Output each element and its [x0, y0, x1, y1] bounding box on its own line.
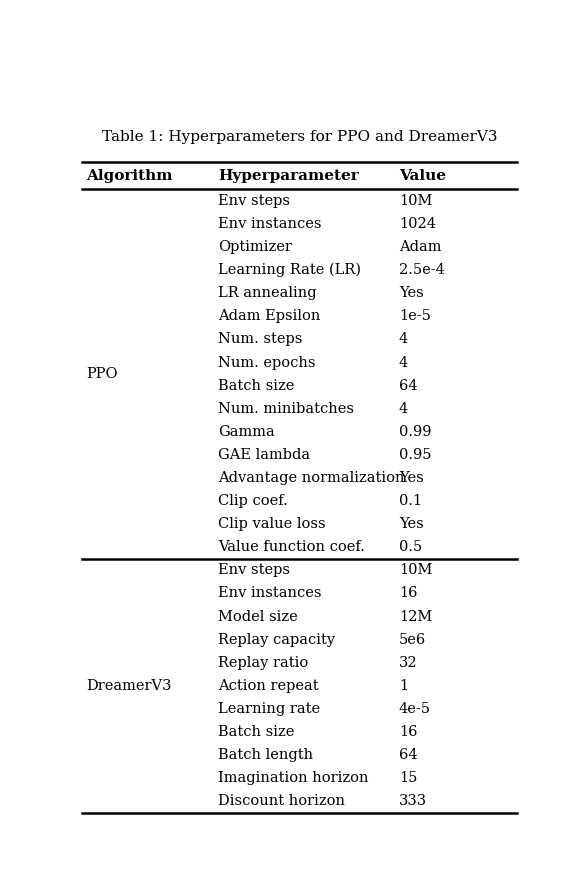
Text: 32: 32 [399, 655, 418, 669]
Text: 64: 64 [399, 378, 418, 392]
Text: Table 1: Hyperparameters for PPO and DreamerV3: Table 1: Hyperparameters for PPO and Dre… [102, 130, 497, 144]
Text: Replay capacity: Replay capacity [218, 632, 335, 647]
Text: 333: 333 [399, 795, 427, 808]
Text: Num. epochs: Num. epochs [218, 355, 315, 370]
Text: DreamerV3: DreamerV3 [86, 679, 172, 693]
Text: Batch size: Batch size [218, 725, 294, 739]
Text: Learning rate: Learning rate [218, 702, 320, 716]
Text: Replay ratio: Replay ratio [218, 655, 308, 669]
Text: 10M: 10M [399, 194, 432, 208]
Text: Env instances: Env instances [218, 587, 321, 601]
Text: Model size: Model size [218, 609, 298, 624]
Text: 16: 16 [399, 725, 418, 739]
Text: 16: 16 [399, 587, 418, 601]
Text: Advantage normalization: Advantage normalization [218, 471, 404, 485]
Text: Adam: Adam [399, 240, 442, 254]
Text: Clip coef.: Clip coef. [218, 494, 287, 508]
Text: 0.1: 0.1 [399, 494, 422, 508]
Text: Algorithm: Algorithm [86, 168, 173, 183]
Text: 4e-5: 4e-5 [399, 702, 431, 716]
Text: Batch length: Batch length [218, 748, 313, 762]
Text: Env instances: Env instances [218, 217, 321, 231]
Text: Discount horizon: Discount horizon [218, 795, 345, 808]
Text: 4: 4 [399, 401, 408, 415]
Text: 10M: 10M [399, 564, 432, 578]
Text: PPO: PPO [86, 367, 118, 381]
Text: 1e-5: 1e-5 [399, 310, 431, 324]
Text: Optimizer: Optimizer [218, 240, 291, 254]
Text: Value function coef.: Value function coef. [218, 541, 364, 554]
Text: Env steps: Env steps [218, 564, 290, 578]
Text: 15: 15 [399, 771, 417, 785]
Text: Hyperparameter: Hyperparameter [218, 168, 359, 183]
Text: 0.99: 0.99 [399, 425, 432, 439]
Text: GAE lambda: GAE lambda [218, 448, 310, 462]
Text: 0.5: 0.5 [399, 541, 422, 554]
Text: LR annealing: LR annealing [218, 287, 317, 300]
Text: Yes: Yes [399, 287, 423, 300]
Text: Imagination horizon: Imagination horizon [218, 771, 369, 785]
Text: 1: 1 [399, 679, 408, 693]
Text: 4: 4 [399, 355, 408, 370]
Text: Yes: Yes [399, 517, 423, 531]
Text: 2.5e-4: 2.5e-4 [399, 263, 445, 277]
Text: Adam Epsilon: Adam Epsilon [218, 310, 320, 324]
Text: Action repeat: Action repeat [218, 679, 318, 693]
Text: Clip value loss: Clip value loss [218, 517, 325, 531]
Text: 64: 64 [399, 748, 418, 762]
Text: Num. steps: Num. steps [218, 333, 302, 347]
Text: 4: 4 [399, 333, 408, 347]
Text: 12M: 12M [399, 609, 432, 624]
Text: Value: Value [399, 168, 446, 183]
Text: Gamma: Gamma [218, 425, 274, 439]
Text: Batch size: Batch size [218, 378, 294, 392]
Text: 5e6: 5e6 [399, 632, 426, 647]
Text: Num. minibatches: Num. minibatches [218, 401, 354, 415]
Text: Learning Rate (LR): Learning Rate (LR) [218, 263, 361, 277]
Text: 1024: 1024 [399, 217, 436, 231]
Text: Yes: Yes [399, 471, 423, 485]
Text: Env steps: Env steps [218, 194, 290, 208]
Text: 0.95: 0.95 [399, 448, 432, 462]
